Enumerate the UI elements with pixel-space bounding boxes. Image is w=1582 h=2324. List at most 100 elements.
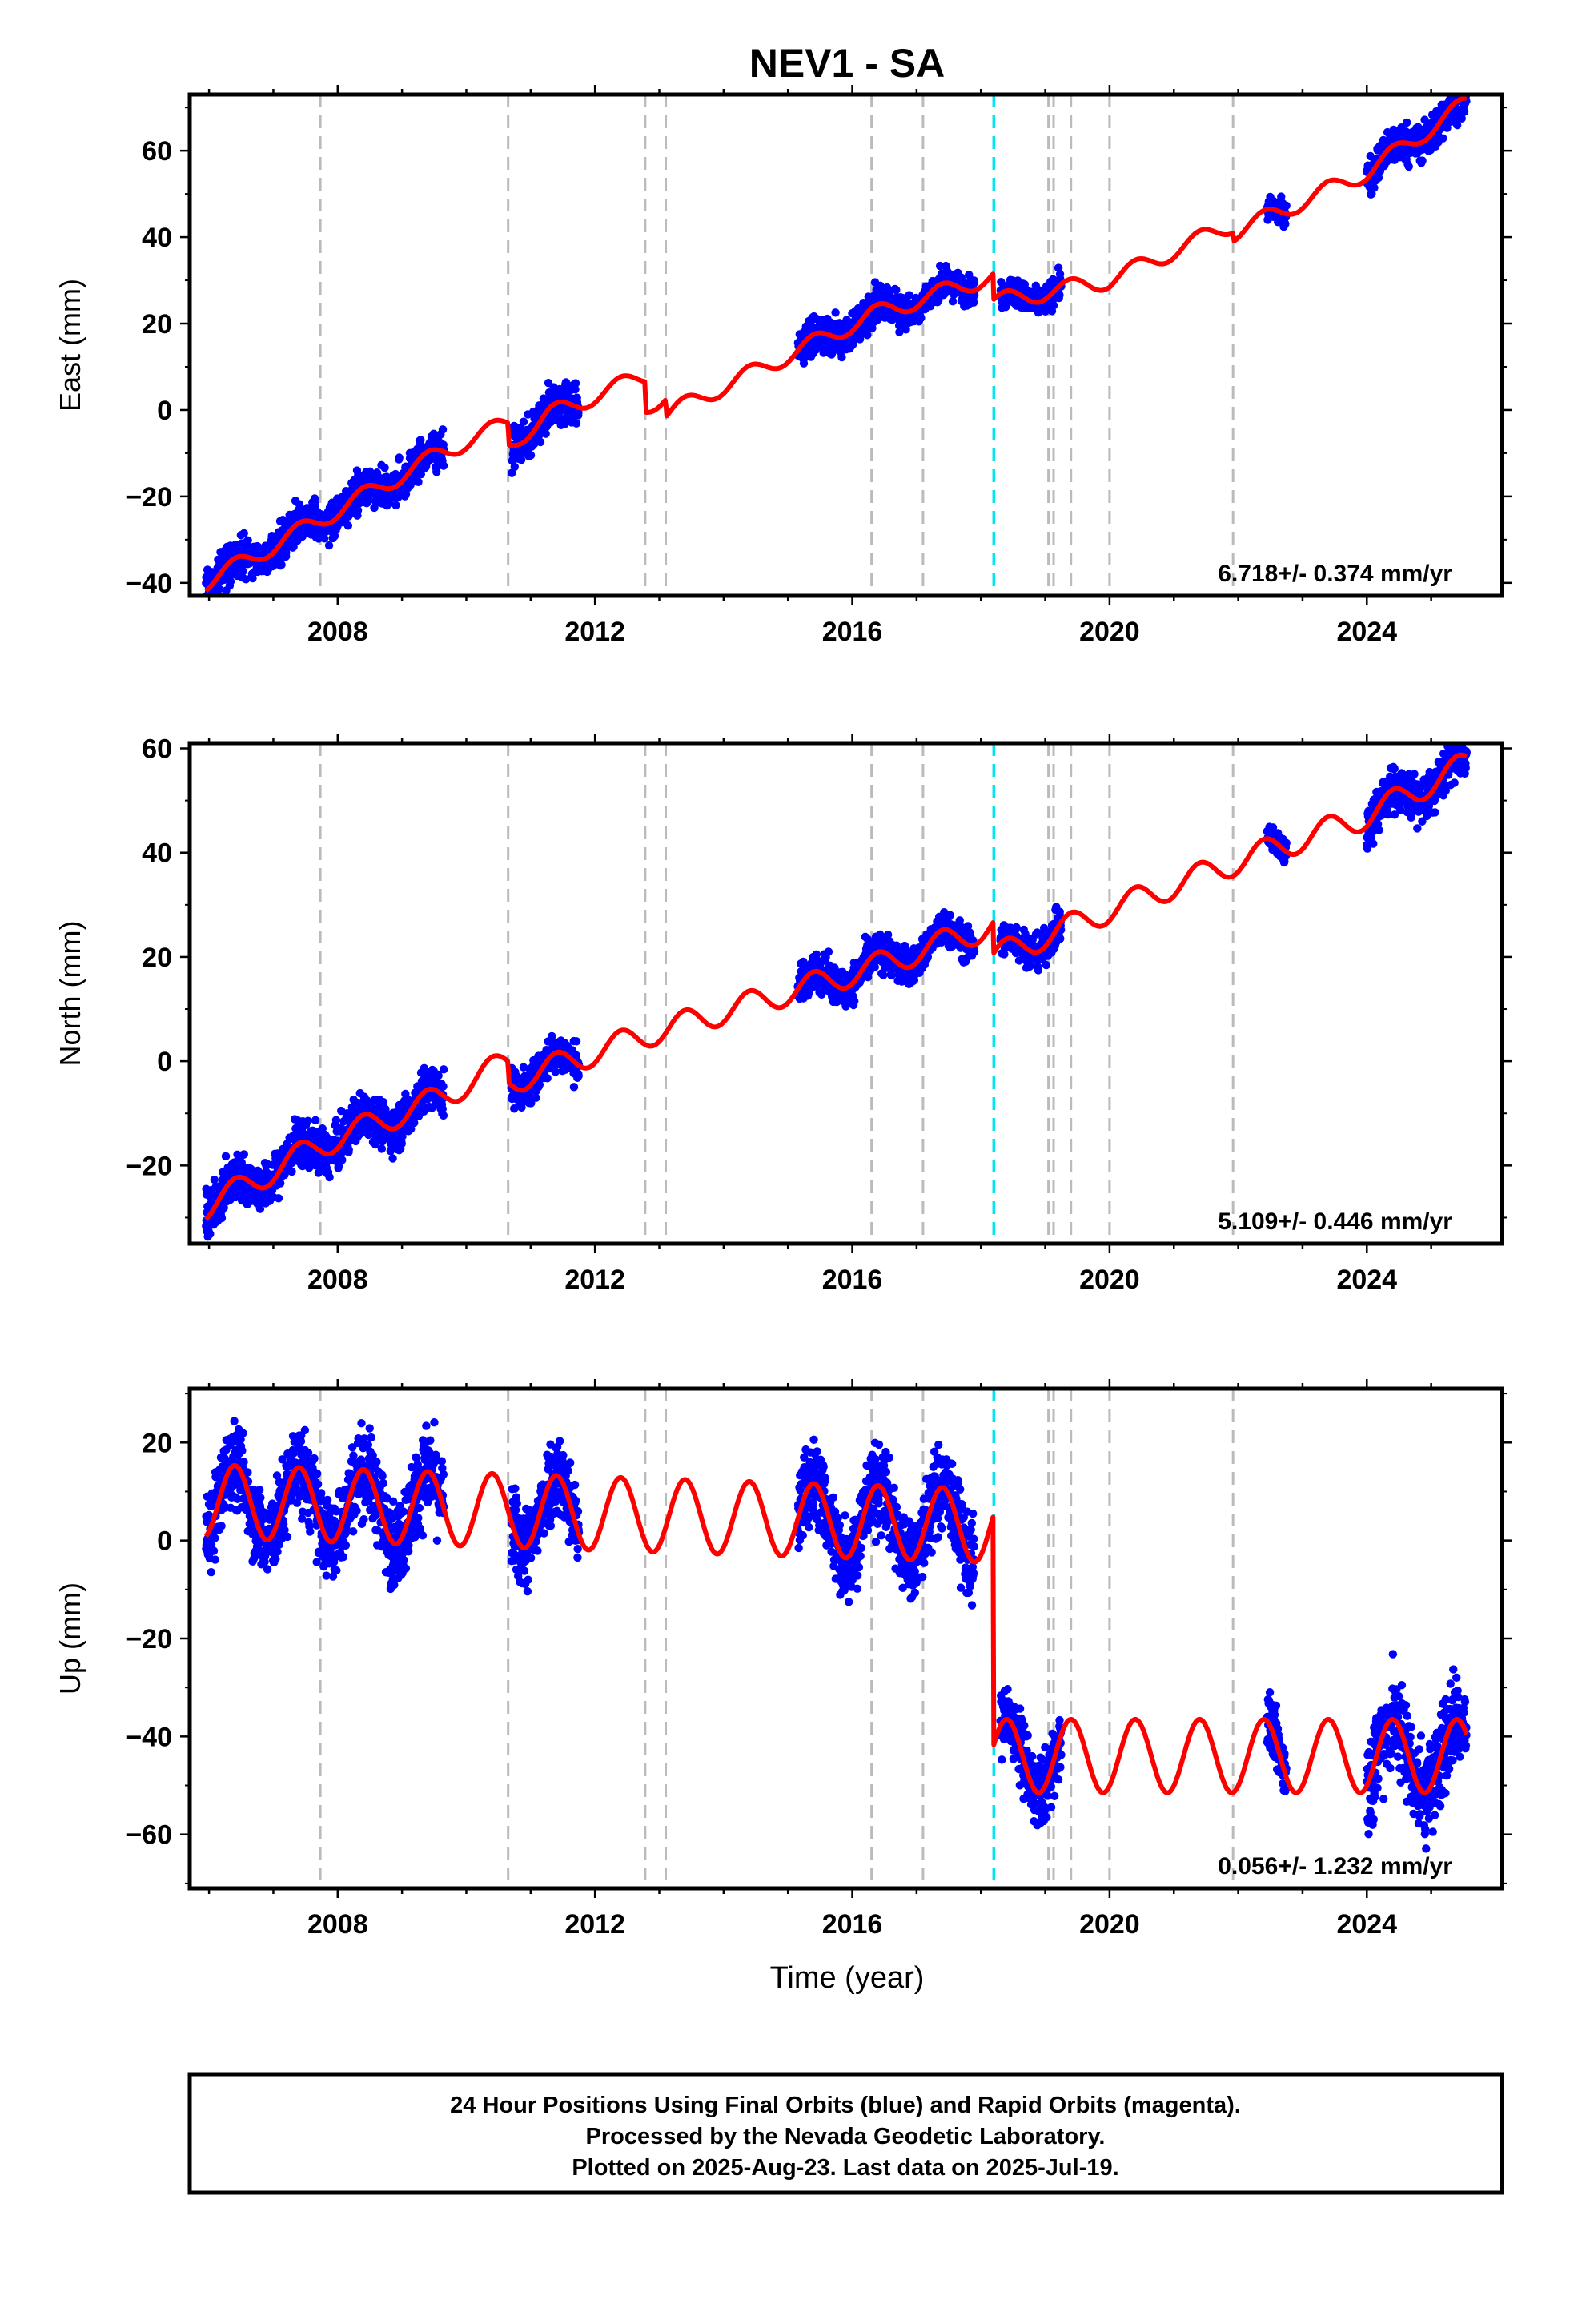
data-point: [1282, 201, 1291, 211]
data-point: [217, 1213, 227, 1223]
data-point: [239, 529, 248, 538]
data-point: [516, 455, 526, 464]
data-point: [274, 1194, 283, 1203]
data-point: [571, 379, 580, 388]
data-point: [277, 560, 286, 569]
data-point: [1012, 923, 1021, 932]
y-tick-label: −40: [126, 569, 172, 599]
data-point: [416, 469, 426, 479]
data-point: [799, 359, 809, 368]
data-point: [397, 1139, 406, 1148]
data-point: [1439, 134, 1447, 143]
data-point: [1034, 966, 1043, 975]
data-point: [338, 1156, 347, 1164]
data-point: [303, 1116, 312, 1125]
data-point: [1402, 118, 1411, 127]
data-point: [439, 1082, 448, 1091]
data-point: [289, 542, 298, 551]
data-point: [215, 585, 224, 593]
data-point: [572, 419, 581, 428]
data-point: [879, 971, 888, 979]
east-panel: 2008 2012 2016 2020 2024 −40 −20 0 20 40 60 East (m…: [54, 85, 1512, 647]
data-point: [1460, 107, 1469, 116]
data-point: [917, 313, 926, 323]
y-tick-label: −20: [126, 482, 172, 513]
x-tick-label: 2020: [1079, 617, 1140, 647]
x-tick-label: 2016: [822, 617, 883, 647]
data-point: [561, 378, 571, 387]
east-event-lines: [319, 94, 1235, 596]
data-point: [439, 1111, 448, 1120]
data-point: [343, 521, 353, 530]
data-point: [970, 276, 979, 285]
data-point: [541, 429, 550, 438]
data-point: [1026, 961, 1035, 970]
data-point: [946, 911, 954, 919]
data-point: [438, 425, 448, 434]
data-point: [416, 436, 425, 444]
x-tick-label: 2024: [1336, 617, 1397, 647]
data-point: [892, 285, 901, 295]
y-tick-label: 20: [142, 309, 172, 340]
data-point: [391, 501, 400, 509]
y-tick-label: 60: [142, 136, 172, 167]
y-tick-label: 0: [157, 396, 172, 426]
data-point: [287, 1167, 296, 1176]
data-point: [543, 1074, 552, 1083]
data-point: [363, 493, 373, 502]
data-point: [243, 536, 252, 545]
data-point: [377, 1144, 387, 1153]
data-point: [282, 549, 291, 557]
data-point: [295, 500, 304, 509]
data-point: [324, 541, 334, 550]
data-point: [519, 417, 528, 426]
data-point: [574, 1072, 583, 1080]
data-point: [837, 352, 846, 362]
data-point: [1049, 301, 1058, 310]
x-tick-label: 2008: [307, 617, 368, 647]
data-point: [344, 1145, 353, 1154]
data-point: [221, 1152, 231, 1161]
data-point: [239, 567, 247, 576]
data-point: [226, 577, 235, 586]
y-tick-label: 40: [142, 223, 172, 253]
data-point: [526, 451, 536, 460]
data-point: [239, 1150, 248, 1159]
east-axis-label: East (mm): [54, 279, 86, 412]
data-point: [434, 1072, 443, 1080]
data-point: [571, 385, 580, 394]
data-point: [510, 462, 520, 472]
data-point: [1042, 960, 1051, 970]
data-point: [353, 505, 363, 515]
data-point: [1418, 156, 1427, 165]
data-point: [970, 947, 979, 956]
data-point: [439, 1065, 448, 1074]
data-point: [331, 1116, 341, 1124]
chart-title: NEV1 - SA: [749, 41, 946, 86]
data-point: [551, 1068, 560, 1076]
data-point: [831, 308, 840, 317]
data-point: [850, 996, 859, 1006]
data-point: [824, 947, 833, 956]
data-point: [536, 437, 545, 447]
data-point: [319, 534, 329, 543]
x-tick-label: 2012: [564, 617, 625, 647]
data-point: [1056, 934, 1065, 943]
data-point: [970, 298, 978, 307]
data-point: [439, 461, 448, 470]
data-point: [395, 453, 404, 462]
data-point: [1370, 183, 1379, 192]
data-point: [380, 463, 389, 472]
data-point: [569, 1083, 579, 1092]
data-point: [1404, 162, 1413, 171]
data-point: [210, 1175, 219, 1184]
data-point: [311, 1116, 320, 1125]
data-point: [414, 477, 423, 487]
east-rate-label: 6.718+/- 0.374 mm/yr: [1218, 561, 1452, 587]
data-point: [325, 1172, 334, 1182]
data-point: [572, 1037, 581, 1046]
data-point: [379, 1098, 388, 1107]
data-point: [206, 1229, 215, 1239]
data-point: [254, 542, 263, 552]
